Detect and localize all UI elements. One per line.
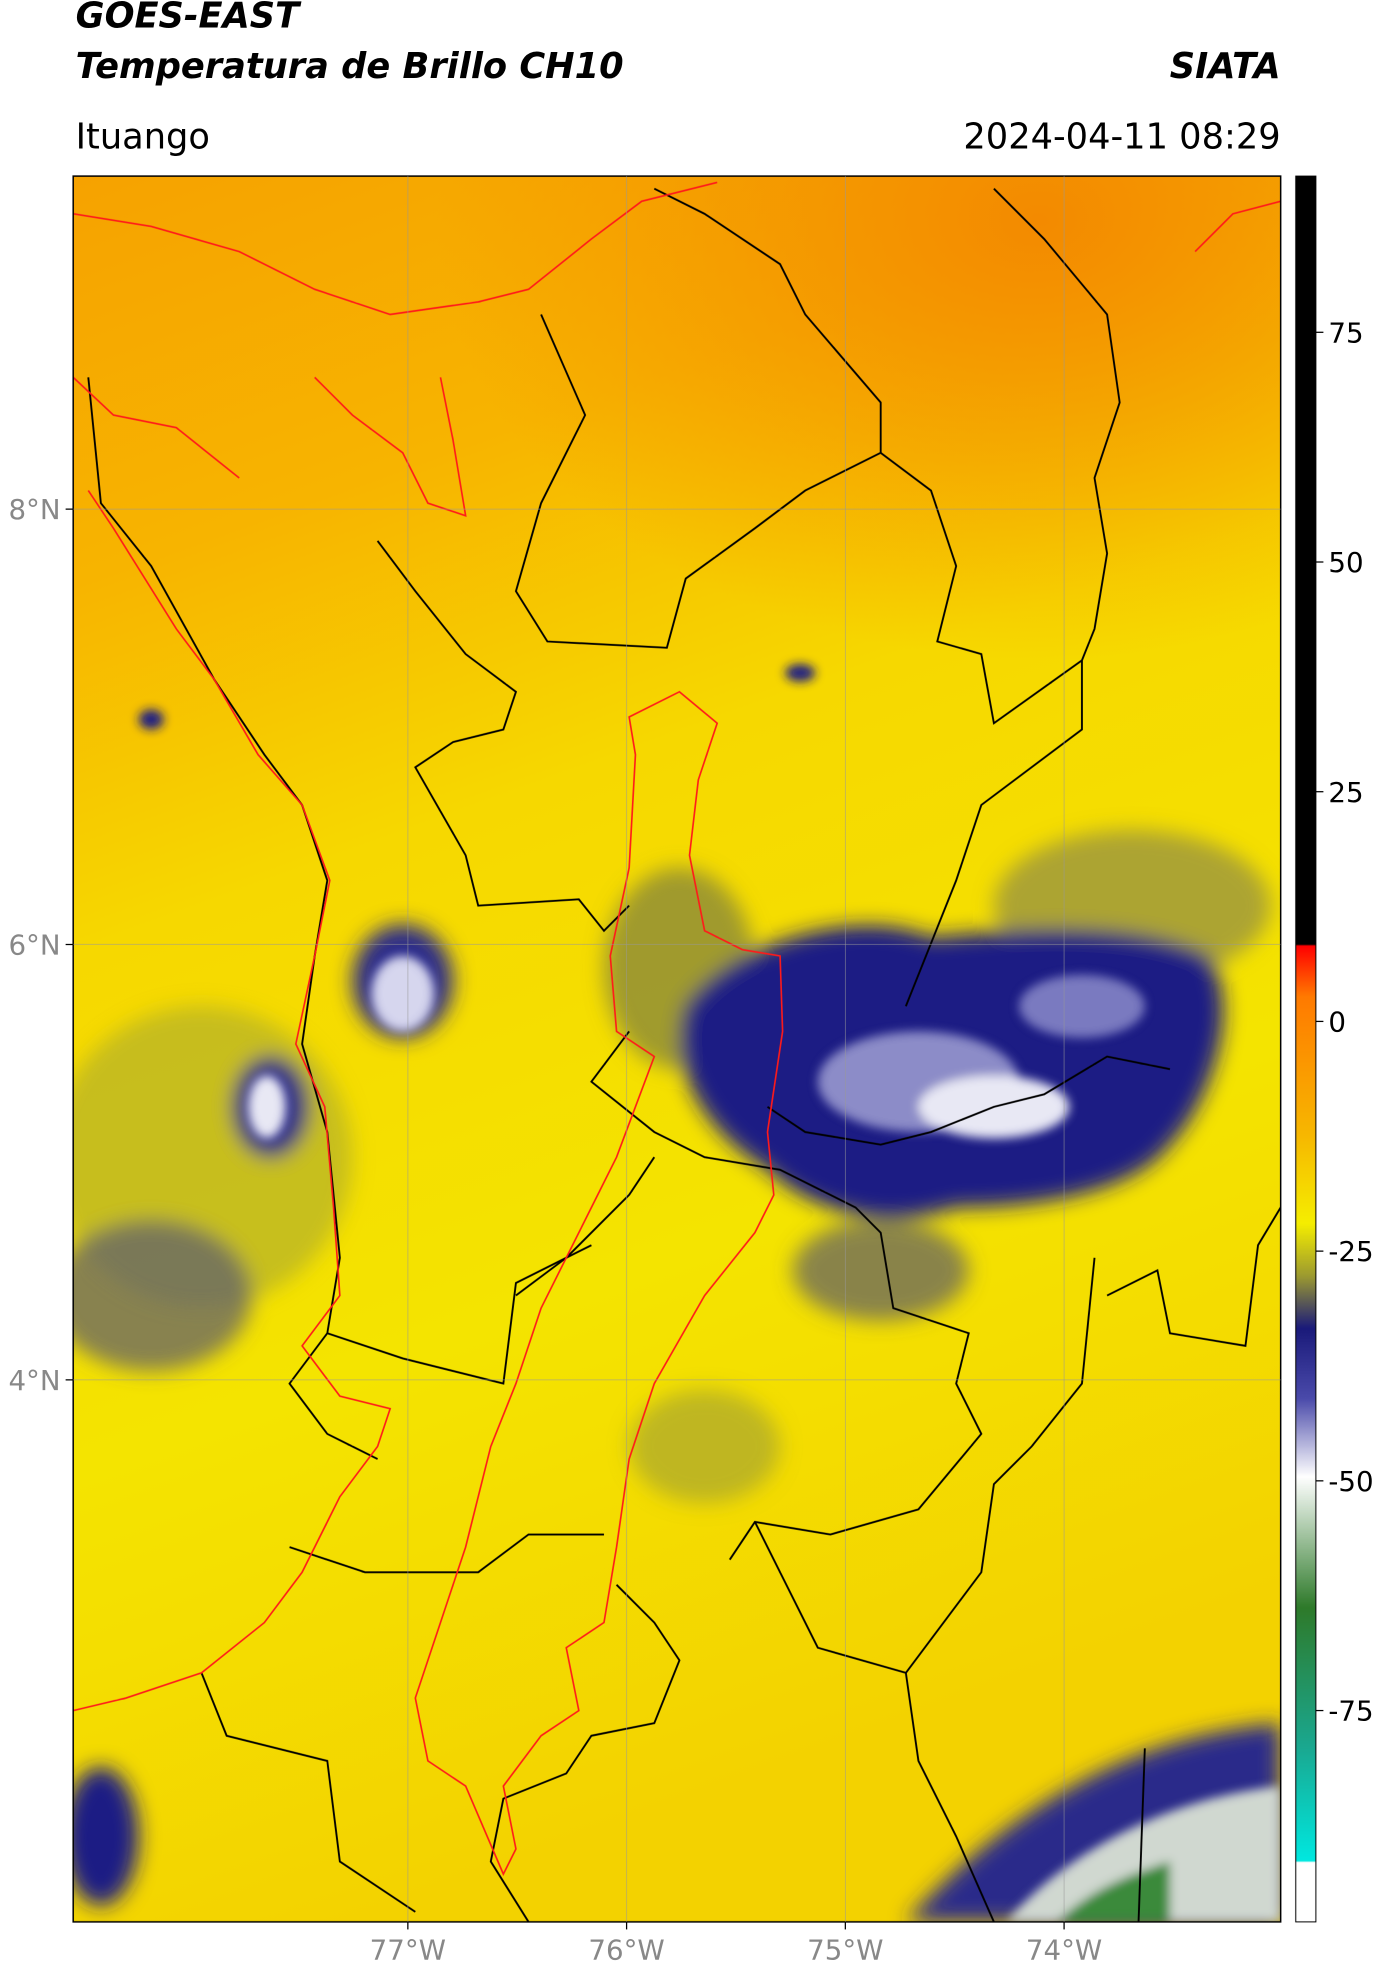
- map-frame: [72, 175, 1282, 1923]
- colorbar-tick-label: -50: [1328, 1465, 1373, 1498]
- datetime: 2024-04-11 08:29: [963, 116, 1280, 157]
- y-tick-label: 8°N: [8, 493, 60, 526]
- colorbar-tick-label: 75: [1328, 316, 1363, 349]
- title: GOES-EAST: [76, 0, 302, 37]
- y-tick-label: 6°N: [8, 929, 60, 962]
- x-tick-label: 75°W: [807, 1934, 883, 1967]
- colorbar: [1295, 175, 1317, 1923]
- x-tick-label: 74°W: [1026, 1934, 1102, 1967]
- colorbar-tick-label: -75: [1328, 1695, 1373, 1728]
- map-image: [73, 176, 1281, 1922]
- colorbar-tick-label: 0: [1328, 1005, 1346, 1038]
- x-tick-label: 77°W: [370, 1934, 446, 1967]
- colorbar-tick-label: -25: [1328, 1235, 1373, 1268]
- y-tick-label: 4°N: [8, 1364, 60, 1397]
- colorbar-tick-label: 25: [1328, 776, 1363, 809]
- x-tick-label: 76°W: [588, 1934, 664, 1967]
- axes: 77°W 76°W 75°W 74°W 8°N 6°N 4°N 75 50 25 0 -25 -50 -7…: [8, 176, 1374, 1967]
- source: SIATA: [1170, 46, 1281, 87]
- colorbar-tick-label: 50: [1328, 546, 1363, 579]
- location: Ituango: [76, 116, 210, 157]
- subtitle: Temperatura de Brillo CH10: [76, 46, 624, 87]
